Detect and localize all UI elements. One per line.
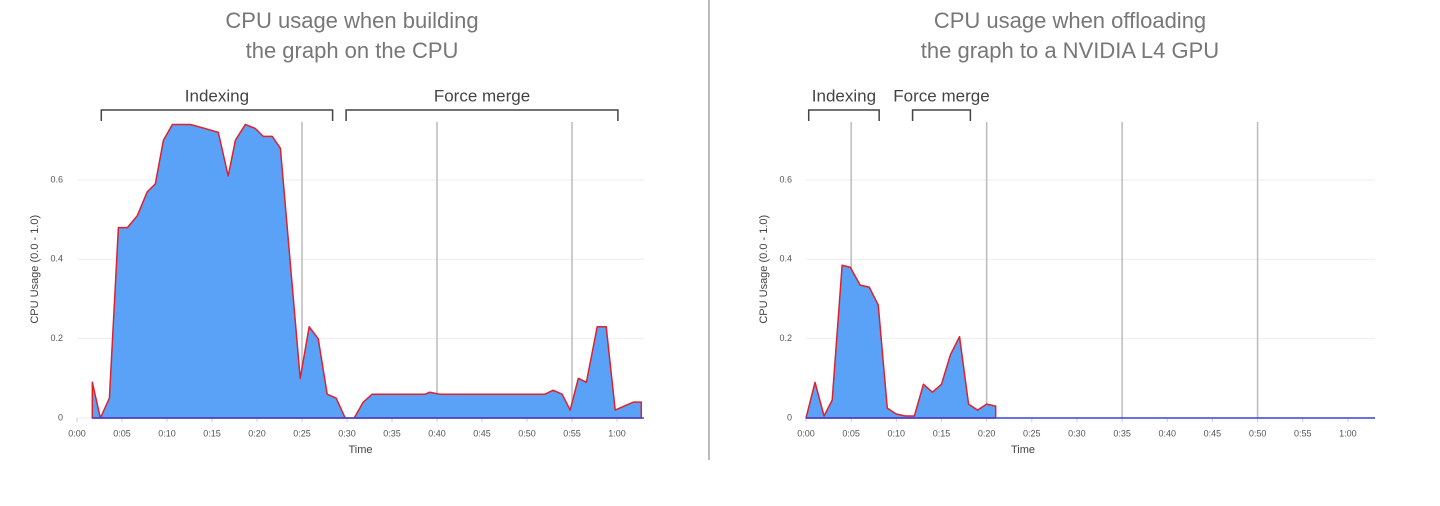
y-tick-label: 0.4	[50, 254, 63, 264]
annotation-label: Force merge	[434, 86, 530, 105]
chart-title: the graph on the CPU	[246, 38, 459, 63]
x-tick-label: 0:55	[563, 428, 581, 438]
x-tick-label: 1:00	[608, 428, 626, 438]
bracket	[911, 109, 972, 121]
x-tick-label: 0:40	[428, 428, 446, 438]
y-axis-label: CPU Usage (0.0 - 1.0)	[758, 215, 770, 324]
bracket	[345, 109, 619, 121]
chart-title: CPU usage when building	[225, 8, 478, 33]
y-tick-label: 0	[787, 412, 792, 422]
x-tick-label: 0:25	[293, 428, 311, 438]
y-tick-label: 0.2	[50, 333, 63, 343]
chart-title: CPU usage when offloading	[934, 8, 1206, 33]
y-tick-label: 0.6	[779, 174, 792, 184]
bracket	[100, 109, 334, 121]
x-tick-label: 0:45	[473, 428, 491, 438]
annotation-label: Force merge	[893, 86, 989, 105]
x-tick-label: 0:10	[158, 428, 176, 438]
bracket	[807, 109, 880, 121]
y-tick-label: 0.6	[50, 174, 63, 184]
x-tick-label: 0:35	[383, 428, 401, 438]
x-tick-label: 0:45	[1204, 428, 1222, 438]
y-tick-label: 0.2	[779, 333, 792, 343]
x-tick-label: 0:15	[203, 428, 221, 438]
x-axis-label: Time	[348, 444, 372, 456]
area	[91, 123, 643, 419]
x-tick-label: 0:00	[797, 428, 815, 438]
x-tick-label: 0:15	[933, 428, 951, 438]
annotation-label: Indexing	[185, 86, 249, 105]
y-tick-label: 0	[58, 412, 63, 422]
x-tick-label: 0:20	[978, 428, 996, 438]
x-tick-label: 0:50	[518, 428, 536, 438]
y-axis-label: CPU Usage (0.0 - 1.0)	[29, 215, 41, 324]
x-tick-label: 1:00	[1339, 428, 1357, 438]
annotation-label: Indexing	[812, 86, 876, 105]
x-tick-label: 0:40	[1159, 428, 1177, 438]
x-tick-label: 0:00	[68, 428, 86, 438]
y-tick-label: 0.4	[779, 254, 792, 264]
x-tick-label: 0:35	[1113, 428, 1131, 438]
x-tick-label: 0:05	[113, 428, 131, 438]
x-tick-label: 0:25	[1023, 428, 1041, 438]
chart-title: the graph to a NVIDIA L4 GPU	[921, 38, 1219, 63]
area	[805, 264, 997, 419]
x-tick-label: 0:05	[842, 428, 860, 438]
x-tick-label: 0:30	[338, 428, 356, 438]
x-tick-label: 0:55	[1294, 428, 1312, 438]
x-tick-label: 0:10	[888, 428, 906, 438]
x-axis-label: Time	[1011, 444, 1035, 456]
x-tick-label: 0:20	[248, 428, 266, 438]
x-tick-label: 0:30	[1068, 428, 1086, 438]
x-tick-label: 0:50	[1249, 428, 1267, 438]
